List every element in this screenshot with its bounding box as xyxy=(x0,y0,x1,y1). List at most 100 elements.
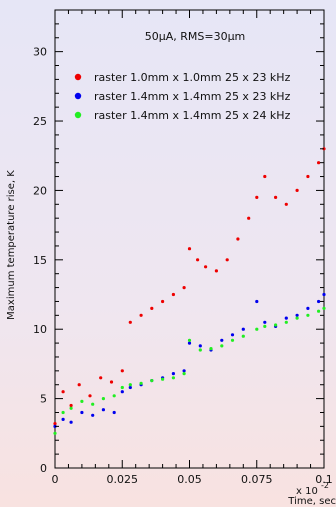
data-point xyxy=(61,410,65,415)
data-point xyxy=(204,265,208,269)
data-point xyxy=(284,202,288,206)
data-point xyxy=(241,327,245,331)
series-1 xyxy=(53,147,326,426)
data-point xyxy=(150,306,154,310)
data-point xyxy=(263,174,267,179)
data-point xyxy=(128,320,132,324)
chart-title: 50μA, RMS=30μm xyxy=(145,30,246,43)
data-point xyxy=(295,188,299,192)
data-point xyxy=(171,372,175,376)
data-point xyxy=(101,397,105,401)
data-point xyxy=(61,390,65,394)
data-point xyxy=(306,306,310,310)
data-point xyxy=(99,376,103,380)
data-point xyxy=(91,413,95,417)
data-point xyxy=(69,420,73,424)
data-point xyxy=(220,338,224,342)
data-point xyxy=(80,410,84,415)
data-point xyxy=(69,403,73,408)
data-point xyxy=(284,316,288,320)
data-point xyxy=(230,338,235,342)
data-point xyxy=(255,299,259,304)
data-point xyxy=(263,324,267,328)
y-tick-label: 15 xyxy=(33,254,47,267)
data-point xyxy=(101,408,105,412)
series-3 xyxy=(53,306,326,435)
data-point xyxy=(295,316,299,320)
data-point xyxy=(274,323,278,327)
data-point xyxy=(120,390,124,394)
x-axis-multiplier-base: x 10 xyxy=(296,486,318,497)
data-point xyxy=(77,383,81,387)
y-tick-label: 10 xyxy=(33,323,47,336)
y-tick-label: 30 xyxy=(33,46,47,59)
legend-marker xyxy=(74,111,82,119)
data-point xyxy=(112,410,116,415)
data-point xyxy=(198,344,202,348)
data-point xyxy=(150,379,154,383)
data-point xyxy=(161,377,165,381)
data-point xyxy=(255,327,259,331)
legend-marker xyxy=(74,73,82,81)
data-point xyxy=(236,237,240,241)
data-point xyxy=(317,299,321,304)
data-point xyxy=(187,338,192,342)
data-point xyxy=(209,347,213,351)
data-point xyxy=(247,216,251,220)
data-point xyxy=(88,394,92,398)
data-point xyxy=(214,269,218,273)
data-point xyxy=(187,247,192,251)
y-tick-label: 5 xyxy=(40,393,47,406)
data-point xyxy=(53,431,57,435)
data-point xyxy=(171,376,175,380)
legend-label: raster 1.4mm x 1.4mm 25 x 24 kHz xyxy=(94,109,291,122)
data-point xyxy=(120,369,124,373)
data-point xyxy=(139,313,143,317)
data-point xyxy=(61,417,65,421)
data-point xyxy=(109,380,114,384)
data-point xyxy=(69,406,73,410)
x-axis-label: Time, sec xyxy=(287,496,336,507)
data-point xyxy=(317,309,321,313)
data-point xyxy=(128,385,132,390)
data-point xyxy=(198,348,202,352)
legend-marker xyxy=(74,92,82,100)
data-point xyxy=(128,383,132,387)
data-point xyxy=(295,313,299,317)
y-axis-label: Maximum temperature rise, K xyxy=(6,170,17,320)
y-tick-label: 0 xyxy=(40,462,47,475)
data-point xyxy=(53,422,57,426)
data-point xyxy=(322,292,326,297)
data-point xyxy=(139,381,143,385)
data-point xyxy=(91,402,95,406)
data-point xyxy=(196,258,200,262)
data-point xyxy=(306,313,310,317)
data-point xyxy=(112,394,116,398)
data-point xyxy=(322,306,326,310)
x-tick-label: 0 xyxy=(52,473,59,486)
y-tick-label: 20 xyxy=(33,184,47,197)
data-point xyxy=(182,286,186,290)
data-point xyxy=(80,399,84,403)
x-tick-label: 0.075 xyxy=(241,473,273,486)
data-point xyxy=(225,258,229,262)
data-point xyxy=(263,320,267,324)
legend-label: raster 1.4mm x 1.4mm 25 x 23 kHz xyxy=(94,90,291,103)
legend-label: raster 1.0mm x 1.0mm 25 x 23 kHz xyxy=(94,71,291,84)
data-point xyxy=(182,369,186,373)
x-axis-multiplier-exponent: -2 xyxy=(321,481,329,490)
data-point xyxy=(317,161,321,165)
data-point xyxy=(274,195,278,199)
data-point xyxy=(120,385,124,390)
data-point xyxy=(220,344,224,348)
data-point xyxy=(306,174,310,179)
data-point xyxy=(255,195,259,199)
data-point xyxy=(230,333,235,337)
x-tick-label: 0.025 xyxy=(107,473,139,486)
x-tick-label: 0.1 xyxy=(315,473,333,486)
series-2 xyxy=(53,292,326,428)
x-tick-label: 0.05 xyxy=(177,473,202,486)
x-axis-multiplier: x 10 -2 xyxy=(296,481,329,497)
data-point xyxy=(182,372,186,376)
